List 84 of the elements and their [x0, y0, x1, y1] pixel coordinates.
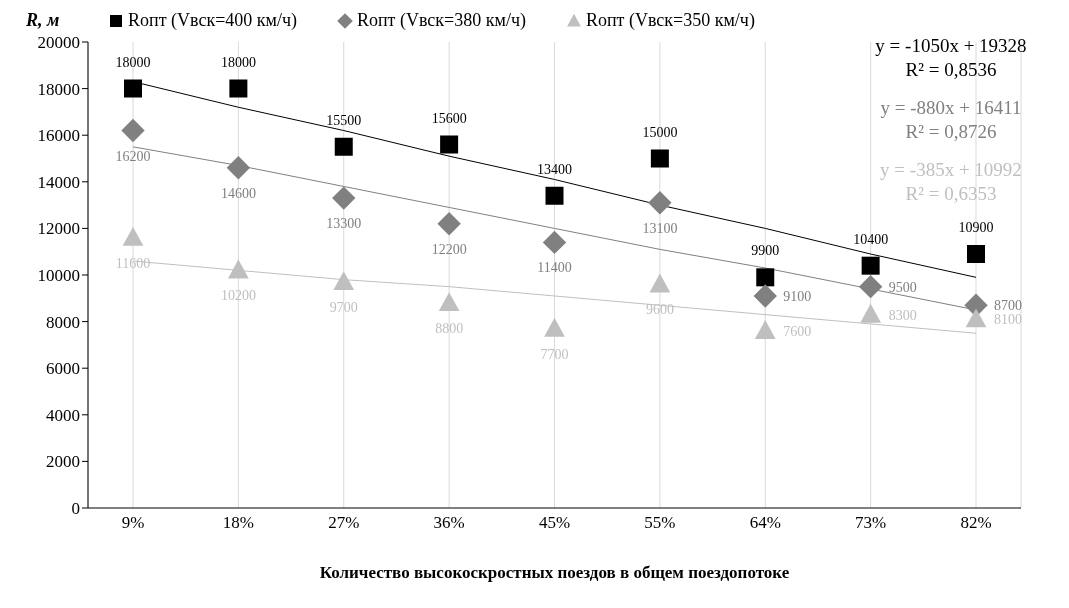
point [226, 156, 251, 180]
data-label: 18000 [220, 54, 256, 70]
point [438, 292, 460, 312]
point [754, 320, 776, 340]
point [860, 303, 881, 323]
data-label: 9700 [329, 299, 358, 315]
x-tick-label: 18% [222, 513, 254, 533]
point [756, 268, 775, 287]
point [650, 149, 669, 168]
legend-label: Rопт (Vвск=380 км/ч) [356, 10, 526, 31]
point [332, 186, 356, 210]
x-tick-label: 27% [328, 513, 360, 533]
data-label: 10900 [958, 220, 994, 236]
x-tick-label: 45% [538, 513, 571, 533]
y-tick-label: 18000 [37, 79, 80, 99]
data-label: 16200 [115, 148, 151, 164]
data-label: 10200 [220, 288, 256, 304]
data-label: 8100 [994, 312, 1022, 328]
point [333, 271, 355, 291]
point [545, 186, 564, 205]
point [861, 256, 880, 275]
data-label: 8300 [888, 307, 917, 323]
point [542, 230, 567, 255]
point [965, 308, 987, 328]
y-tick-label: 20000 [37, 33, 80, 53]
data-label: 11600 [115, 255, 151, 271]
y-tick-label: 4000 [46, 405, 80, 425]
x-tick-label: 73% [855, 513, 887, 533]
point [228, 259, 249, 279]
data-label: 9900 [751, 243, 780, 259]
data-label: 10400 [853, 231, 889, 247]
y-tick-label: 2000 [46, 452, 80, 472]
data-label: 15500 [326, 112, 362, 128]
x-tick-label: 64% [749, 513, 781, 533]
point [858, 274, 883, 299]
legend-label: Rопт (Vвск=350 км/ч) [585, 10, 755, 31]
point [121, 118, 145, 143]
data-label: 15000 [642, 124, 678, 140]
y-tick-label: 0 [71, 499, 80, 519]
point [437, 212, 461, 236]
data-label: 7600 [783, 323, 812, 339]
data-label: 18000 [115, 54, 151, 70]
y-tick-label: 16000 [37, 126, 80, 146]
annotation: R² = 0,6353 [904, 182, 998, 206]
data-label: 11400 [537, 260, 572, 276]
data-label: 15600 [431, 110, 467, 126]
x-tick-label: 36% [433, 513, 465, 533]
data-label: 9100 [783, 288, 812, 304]
point [122, 226, 144, 246]
y-tick-label: 8000 [46, 312, 80, 332]
y-axis-title: R, м [26, 10, 60, 31]
annotation: R² = 0,8726 [904, 120, 998, 144]
legend-label: Rопт (Vвск=400 км/ч) [128, 10, 297, 31]
y-tick-label: 10000 [37, 266, 80, 286]
data-label: 8700 [994, 298, 1022, 314]
annotation: R² = 0,8536 [904, 58, 998, 82]
annotation: y = -385x + 10992 [879, 158, 1023, 182]
point [334, 137, 353, 156]
annotation: y = -1050x + 19328 [874, 34, 1028, 58]
data-label: 7700 [540, 346, 569, 362]
y-tick-label: 12000 [37, 219, 80, 239]
y-tick-label: 14000 [37, 172, 80, 192]
data-label: 14600 [220, 185, 256, 201]
data-label: 8800 [435, 320, 464, 336]
point [649, 273, 671, 293]
x-tick-label: 82% [960, 513, 992, 533]
annotation: y = -880x + 16411 [879, 96, 1023, 120]
point [124, 79, 142, 98]
x-tick-label: 55% [644, 513, 676, 533]
data-label: 13100 [642, 220, 678, 236]
point [753, 284, 777, 308]
point [648, 191, 672, 215]
x-axis-title: Количество высокоскростных поездов в общем поездопотоке [319, 563, 790, 582]
data-label: 9500 [888, 279, 917, 295]
data-label: 12200 [431, 241, 467, 257]
y-tick-label: 6000 [46, 359, 80, 379]
data-label: 13300 [326, 216, 362, 232]
point [440, 135, 459, 154]
point [229, 79, 248, 98]
data-label: 13400 [537, 161, 572, 177]
point [967, 245, 985, 264]
x-tick-label: 9% [121, 513, 145, 533]
data-label: 9600 [645, 302, 674, 318]
point [544, 317, 565, 337]
